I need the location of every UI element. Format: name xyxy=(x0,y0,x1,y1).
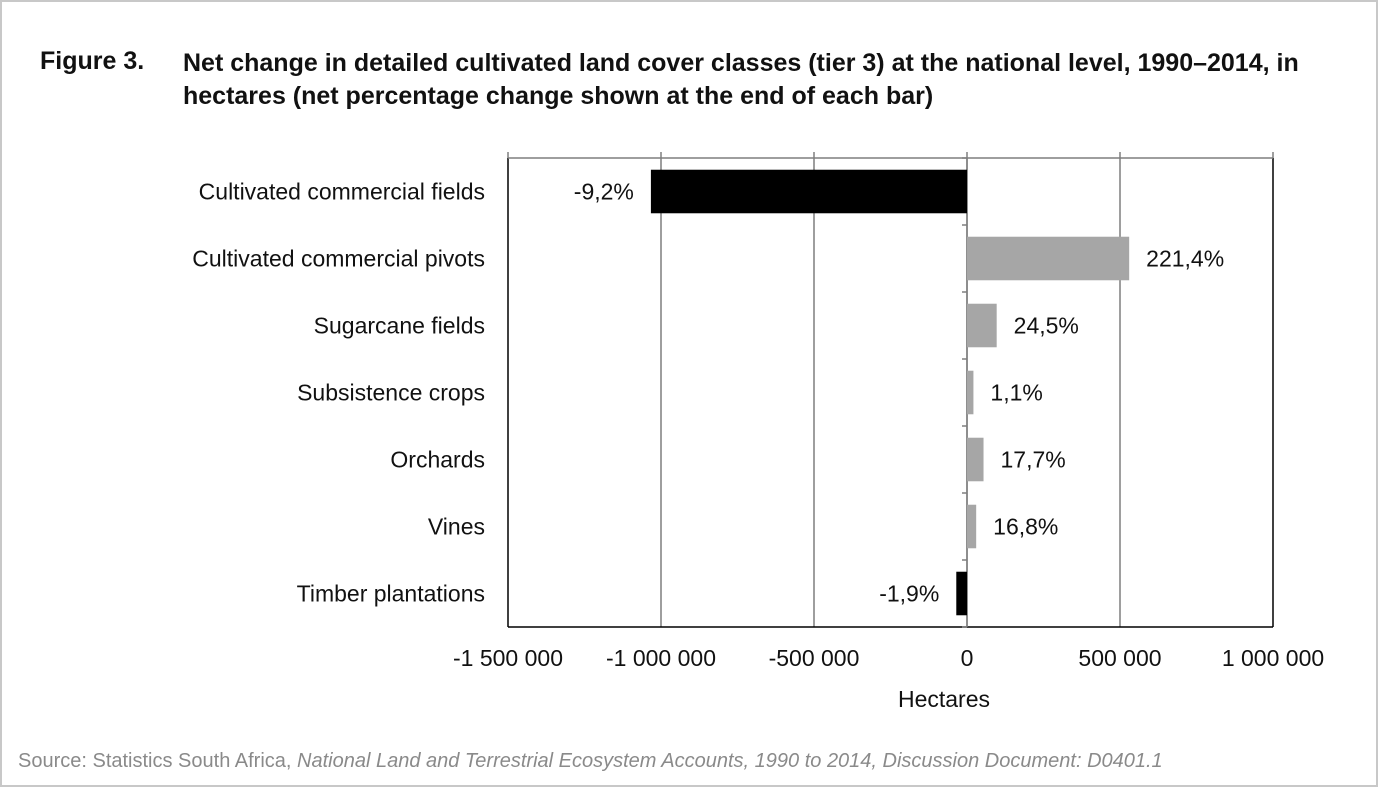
source-title: National Land and Terrestrial Ecosystem … xyxy=(297,750,1163,772)
x-tick-label: -1 500 000 xyxy=(453,645,563,671)
figure-label: Figure 3. xyxy=(40,47,145,75)
bar xyxy=(650,169,967,214)
x-tick-label: 0 xyxy=(961,645,974,671)
category-label: Timber plantations xyxy=(297,581,485,607)
x-tick-label: -1 000 000 xyxy=(606,645,716,671)
bar xyxy=(967,303,997,348)
source-note: Source: Statistics South Africa, Nationa… xyxy=(18,750,1163,773)
figure-title: Net change in detailed cultivated land c… xyxy=(183,49,1299,110)
data-label: 24,5% xyxy=(1014,313,1079,339)
data-label: 221,4% xyxy=(1146,246,1224,272)
data-label: 17,7% xyxy=(1001,447,1066,473)
category-label: Sugarcane fields xyxy=(314,313,485,339)
x-tick-label: 1 000 000 xyxy=(1222,645,1324,671)
bar xyxy=(967,437,984,482)
bar xyxy=(967,504,977,549)
x-tick-label: 500 000 xyxy=(1078,645,1161,671)
category-label: Cultivated commercial fields xyxy=(199,179,485,205)
category-label: Orchards xyxy=(390,447,485,473)
data-label: 16,8% xyxy=(993,514,1058,540)
bar xyxy=(967,370,974,415)
data-label: -9,2% xyxy=(574,179,634,205)
source-prefix: Source: Statistics South Africa, xyxy=(18,750,298,772)
data-label: 1,1% xyxy=(990,380,1042,406)
x-tick-label: -500 000 xyxy=(769,645,860,671)
category-label: Cultivated commercial pivots xyxy=(192,246,485,272)
category-label: Subsistence crops xyxy=(297,380,485,406)
x-axis-title: Hectares xyxy=(898,686,990,712)
category-label: Vines xyxy=(428,514,485,540)
data-label: -1,9% xyxy=(879,581,939,607)
bar xyxy=(956,571,967,616)
bar xyxy=(967,236,1130,281)
